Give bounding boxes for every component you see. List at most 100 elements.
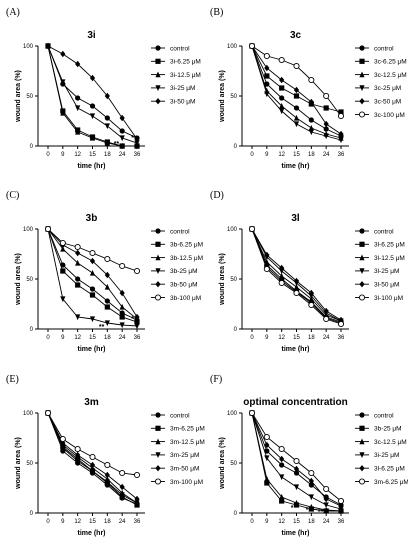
legend-marker xyxy=(155,71,161,78)
series-line xyxy=(47,45,138,139)
data-point xyxy=(75,249,81,257)
data-point xyxy=(263,265,270,273)
data-point xyxy=(263,52,270,60)
legend-marker xyxy=(359,465,365,472)
x-tick-label: 15 xyxy=(293,519,300,525)
legend-entry: 3c-25 μM xyxy=(374,85,401,92)
x-tick-label: 9 xyxy=(61,519,65,525)
x-tick-label: 12 xyxy=(278,152,285,158)
x-tick-label: 24 xyxy=(119,519,126,525)
data-point xyxy=(338,130,344,138)
legend-marker xyxy=(155,45,161,51)
data-point xyxy=(59,239,66,247)
y-tick-label: 0 xyxy=(234,144,238,150)
data-point xyxy=(338,502,344,510)
data-point xyxy=(104,479,110,486)
data-point xyxy=(104,283,110,290)
series-line xyxy=(251,228,342,324)
x-tick-label: 18 xyxy=(308,152,315,158)
data-point xyxy=(59,435,66,443)
data-point xyxy=(323,485,330,493)
panel-letter: (A) xyxy=(6,7,20,18)
x-tick-label: 9 xyxy=(61,152,65,158)
significance-annotation: * xyxy=(306,507,309,514)
legend-entry: 3i-12.5 μM xyxy=(170,72,201,79)
y-tick-label: 100 xyxy=(23,411,34,417)
data-point xyxy=(104,320,110,327)
x-tick-label: 15 xyxy=(89,519,96,525)
panel-letter: (B) xyxy=(210,7,223,18)
x-tick-label: 0 xyxy=(46,519,50,525)
data-point xyxy=(264,448,270,454)
legend-entry: 3i-25 μM xyxy=(170,85,195,92)
x-tick-label: 12 xyxy=(74,152,81,158)
x-tick-label: 9 xyxy=(265,519,269,525)
data-point xyxy=(337,497,345,505)
data-point xyxy=(60,445,66,452)
x-tick-label: 0 xyxy=(46,335,50,341)
legend-entry: 3m-12.5 μM xyxy=(170,439,205,446)
legend-entry: control xyxy=(170,412,190,419)
data-point xyxy=(279,474,285,481)
data-point xyxy=(119,314,125,320)
x-tick-label: 18 xyxy=(308,519,315,525)
series-line xyxy=(47,45,138,144)
series-line xyxy=(251,228,342,321)
y-axis-label: wound area (%) xyxy=(219,253,226,306)
data-point xyxy=(60,109,66,116)
x-axis-label: time (hr) xyxy=(78,530,106,537)
data-point xyxy=(279,498,285,504)
legend-entry: 3m-100 μM xyxy=(170,479,203,486)
data-point xyxy=(119,469,126,477)
data-point xyxy=(293,289,300,297)
data-point xyxy=(75,276,81,282)
significance-annotation: ** xyxy=(318,509,324,516)
data-point xyxy=(104,304,110,310)
x-tick-label: 15 xyxy=(89,152,96,158)
data-point xyxy=(293,86,300,94)
x-tick-label: 36 xyxy=(134,519,141,525)
data-point xyxy=(263,433,270,441)
significance-annotation: * xyxy=(291,505,294,512)
x-tick-label: 24 xyxy=(119,152,126,158)
chart-title: 3l xyxy=(291,213,300,224)
x-tick-label: 24 xyxy=(323,152,330,158)
data-point xyxy=(45,42,51,50)
legend-marker xyxy=(359,412,365,418)
legend-marker xyxy=(155,268,161,274)
data-point xyxy=(89,468,96,475)
chart-panel: (E) 3m 0 50 100 0 9 12 15 18 24 36 time (hr) wound ar… xyxy=(6,374,205,537)
legend-marker xyxy=(359,58,365,64)
data-point xyxy=(89,316,96,323)
data-point xyxy=(293,62,300,70)
data-point xyxy=(279,85,285,91)
legend-entry: 3b-25 μM xyxy=(170,268,198,275)
data-point xyxy=(308,117,314,123)
data-point xyxy=(323,506,329,513)
data-point xyxy=(119,262,126,270)
data-point xyxy=(279,95,285,101)
legend-marker xyxy=(359,85,365,91)
data-point xyxy=(323,126,329,132)
legend-marker xyxy=(359,71,365,78)
panel-letter: (D) xyxy=(210,190,224,201)
y-tick-label: 0 xyxy=(30,144,34,150)
series-line xyxy=(251,228,342,322)
data-point xyxy=(248,409,256,417)
x-tick-label: 18 xyxy=(308,335,315,341)
data-point xyxy=(60,245,66,252)
legend-entry: 3l-12.5 μM xyxy=(374,255,405,262)
panel-letter: (C) xyxy=(6,190,19,201)
y-tick-label: 50 xyxy=(230,461,237,467)
x-tick-label: 15 xyxy=(293,335,300,341)
data-point xyxy=(75,95,81,101)
data-point xyxy=(308,76,315,84)
data-point xyxy=(134,313,140,321)
legend-entry: 3b-6.25 μM xyxy=(170,242,203,249)
x-tick-label: 36 xyxy=(134,335,141,341)
x-tick-label: 9 xyxy=(265,335,269,341)
data-point xyxy=(323,502,329,509)
data-point xyxy=(89,453,96,461)
data-point xyxy=(75,458,81,465)
